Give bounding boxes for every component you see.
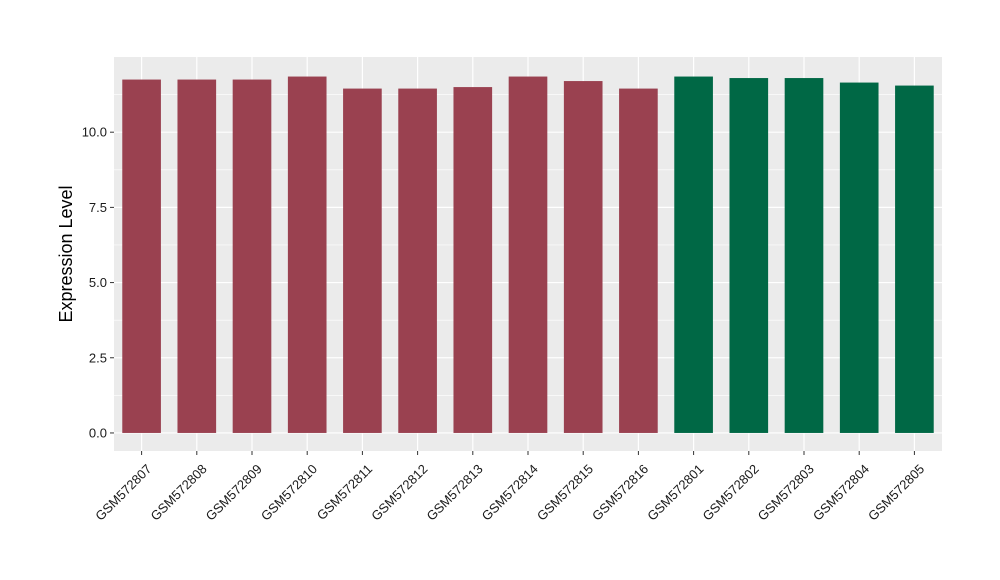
x-tick-label: GSM572802	[699, 461, 761, 523]
x-tick-label: GSM572812	[368, 461, 430, 523]
bar-GSM572810	[287, 76, 327, 433]
bar-GSM572813	[453, 87, 493, 433]
bar-GSM572802	[729, 78, 769, 433]
bar-GSM572811	[343, 88, 382, 433]
bar-GSM572801	[674, 76, 713, 433]
bar-GSM572816	[619, 88, 658, 433]
bars	[122, 76, 934, 433]
bar-GSM572814	[508, 76, 548, 433]
x-tick-label: GSM572814	[479, 461, 541, 523]
x-tick-label: GSM572807	[92, 461, 154, 523]
x-tick-label: GSM572801	[644, 461, 706, 523]
bar-GSM572803	[784, 78, 824, 433]
bar-GSM572812	[398, 88, 437, 433]
x-tick-label: GSM572809	[203, 461, 265, 523]
y-tick-label: 7.5	[89, 200, 107, 215]
bar-GSM572809	[232, 79, 272, 433]
bar-GSM572805	[895, 85, 934, 433]
x-axis: GSM572807GSM572808GSM572809GSM572810GSM5…	[92, 451, 927, 524]
x-tick-label: GSM572803	[755, 461, 817, 523]
x-tick-label: GSM572804	[810, 461, 872, 523]
bar-GSM572815	[563, 81, 603, 433]
x-tick-label: GSM572813	[423, 461, 485, 523]
bar-GSM572808	[177, 79, 217, 433]
x-tick-label: GSM572805	[865, 461, 927, 523]
x-tick-label: GSM572810	[258, 461, 320, 523]
y-tick-label: 10.0	[82, 125, 107, 140]
x-tick-label: GSM572808	[147, 461, 209, 523]
bar-GSM572804	[839, 82, 879, 433]
x-tick-label: GSM572811	[314, 461, 376, 523]
y-tick-label: 2.5	[89, 350, 107, 365]
y-tick-label: 5.0	[89, 275, 107, 290]
y-tick-label: 0.0	[89, 425, 107, 440]
x-tick-label: GSM572816	[589, 461, 651, 523]
y-axis-title: Expression Level	[56, 185, 76, 322]
bar-GSM572807	[122, 79, 161, 433]
x-tick-label: GSM572815	[534, 461, 596, 523]
y-axis: 0.0 2.5 5.0 7.5 10.0	[82, 125, 114, 440]
